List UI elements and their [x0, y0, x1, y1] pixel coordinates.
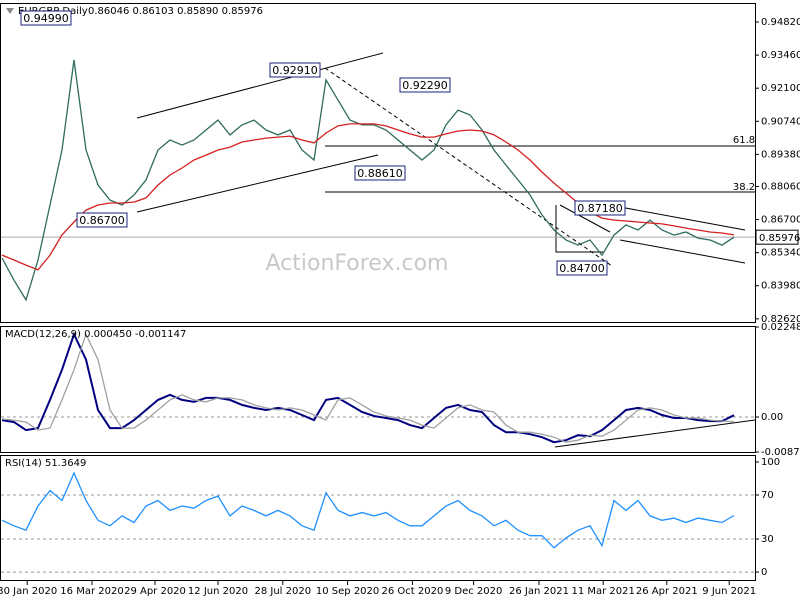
annotation: 0.87180 — [577, 202, 623, 215]
y-tick-label: 70 — [761, 490, 774, 501]
series-line — [1, 471, 735, 549]
x-tick-label: 30 Jan 2020 — [0, 586, 57, 597]
x-tick-label: 9 Jun 2021 — [702, 586, 756, 597]
y-tick-label: 0.82620 — [761, 314, 800, 325]
y-tick-label: 0 — [761, 567, 767, 578]
macd-trend-line — [554, 419, 756, 448]
macd-panel — [0, 326, 756, 453]
y-tick-label: 0.85340 — [761, 248, 800, 259]
panel-title: MACD(12,26,9) 0.000450 -0.001147 — [5, 329, 186, 340]
x-tick-label: 11 Mar 2021 — [571, 586, 634, 597]
trend-line — [324, 67, 613, 267]
x-tick-label: 10 Sep 2020 — [316, 586, 379, 597]
annotation: 0.92910 — [272, 64, 318, 77]
pattern-box — [555, 205, 603, 253]
last-price-label: 0.85976 — [759, 233, 800, 244]
y-tick-label: 0.00 — [761, 412, 783, 423]
annotation: 0.92290 — [402, 79, 448, 92]
last-price-box — [755, 229, 799, 245]
x-tick-label: 16 Mar 2020 — [60, 586, 123, 597]
annotation: 0.94990 — [23, 12, 69, 25]
y-tick-label: 0.92100 — [761, 83, 800, 94]
level-label: 61.8 — [733, 135, 755, 146]
annotation-box — [556, 260, 608, 276]
trend-lines — [136, 52, 756, 448]
channel-line — [559, 204, 611, 233]
series-line — [1, 332, 735, 443]
x-tick-label: 26 Oct 2020 — [381, 586, 443, 597]
y-tick-label: -0.008736 — [761, 447, 800, 458]
x-tick-label: 29 Apr 2020 — [124, 586, 186, 597]
channel-line — [619, 206, 746, 231]
x-tick-label: 12 Jun 2020 — [188, 586, 248, 597]
y-tick-label: 0.83980 — [761, 281, 800, 292]
annotation-box — [20, 10, 72, 26]
rsi-panel — [0, 455, 756, 581]
price-header: 0.86046 0.86103 0.85890 0.85976 — [88, 6, 263, 17]
annotation: 0.88610 — [357, 167, 403, 180]
y-tick-label: 0.90740 — [761, 116, 800, 127]
menu-icon — [6, 8, 14, 14]
y-tick-label: 0.88060 — [761, 181, 800, 192]
panel-title: RSI(14) 51.3649 — [5, 458, 86, 469]
channel-line — [136, 52, 384, 119]
x-tick-label: 28 Jul 2020 — [254, 586, 311, 597]
annotation-box — [76, 212, 128, 228]
y-tick-label: 30 — [761, 534, 774, 545]
channel-line — [619, 239, 746, 264]
channel-line — [136, 154, 379, 213]
series-line — [1, 331, 735, 444]
annotation: 0.86700 — [79, 214, 125, 227]
y-tick-label: 0.022482 — [761, 322, 800, 333]
annotation-box — [399, 77, 451, 93]
watermark: ActionForex.com — [266, 251, 449, 276]
annotation-box — [574, 200, 626, 216]
x-tick-label: 26 Apr 2021 — [636, 586, 698, 597]
y-tick-label: 0.94820 — [761, 17, 800, 28]
series-line — [1, 123, 735, 271]
y-tick-label: 0.93460 — [761, 50, 800, 61]
annotation-box — [354, 165, 406, 181]
level-label: 38.2 — [733, 182, 755, 193]
y-tick-label: 100 — [761, 457, 780, 468]
y-tick-label: 0.86700 — [761, 215, 800, 226]
x-tick-label: 9 Dec 2020 — [445, 586, 503, 597]
annotation: 0.84700 — [559, 262, 605, 275]
annotation-box — [269, 62, 321, 78]
price-panel — [0, 3, 756, 323]
y-tick-label: 0.89380 — [761, 149, 800, 160]
x-tick-label: 26 Jan 2021 — [509, 586, 569, 597]
